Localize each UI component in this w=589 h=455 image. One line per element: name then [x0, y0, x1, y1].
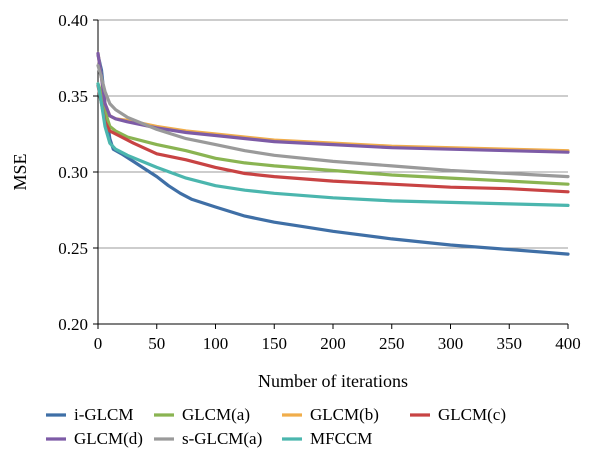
axes: [93, 19, 569, 329]
tick-labels: 0.20 0.25 0.30 0.35 0.40 0 50 100 150 200 250 300 35…: [58, 11, 581, 353]
x-tick-label: 0: [94, 334, 103, 353]
series-layer: [96, 51, 570, 256]
series-line-mfccm: [96, 82, 570, 207]
x-tick-label: 250: [379, 334, 405, 353]
legend-item: s-GLCM(a): [154, 429, 262, 448]
legend-label: MFCCM: [310, 429, 372, 448]
legend-label: GLCM(b): [310, 405, 379, 424]
x-tick-label: 150: [262, 334, 288, 353]
y-tick-label: 0.25: [58, 239, 88, 258]
series-line-glcm-b: [96, 51, 570, 153]
x-tick-label: 300: [438, 334, 464, 353]
legend-item: GLCM(d): [46, 429, 143, 448]
legend-label: GLCM(a): [182, 405, 250, 424]
legend-label: s-GLCM(a): [182, 429, 262, 448]
x-tick-label: 100: [203, 334, 229, 353]
y-tick-label: 0.20: [58, 315, 88, 334]
legend-label: i-GLCM: [74, 405, 134, 424]
x-axis-title: Number of iterations: [258, 371, 408, 391]
series-line-glcm-c: [96, 83, 570, 194]
legend-item: GLCM(c): [410, 405, 506, 424]
legend-item: i-GLCM: [46, 405, 134, 424]
legend-label: GLCM(c): [438, 405, 506, 424]
legend-item: MFCCM: [282, 429, 372, 448]
x-tick-label: 350: [497, 334, 523, 353]
legend: i-GLCM GLCM(a) GLCM(b) GLCM(c) GLCM(d) s-GLCM…: [46, 405, 506, 448]
y-axis-title: MSE: [10, 153, 30, 190]
series-line-i-glcm: [96, 53, 570, 256]
x-tick-label: 50: [148, 334, 165, 353]
series-line-glcm-a: [96, 82, 570, 186]
y-tick-label: 0.30: [58, 163, 88, 182]
x-tick-label: 400: [555, 334, 581, 353]
x-tick-label: 200: [320, 334, 346, 353]
series-line-s-glcm-a: [96, 63, 570, 179]
legend-item: GLCM(a): [154, 405, 250, 424]
legend-item: GLCM(b): [282, 405, 379, 424]
legend-label: GLCM(d): [74, 429, 143, 448]
series-line-glcm-d: [96, 51, 570, 154]
y-tick-label: 0.35: [58, 87, 88, 106]
y-tick-label: 0.40: [58, 11, 88, 30]
